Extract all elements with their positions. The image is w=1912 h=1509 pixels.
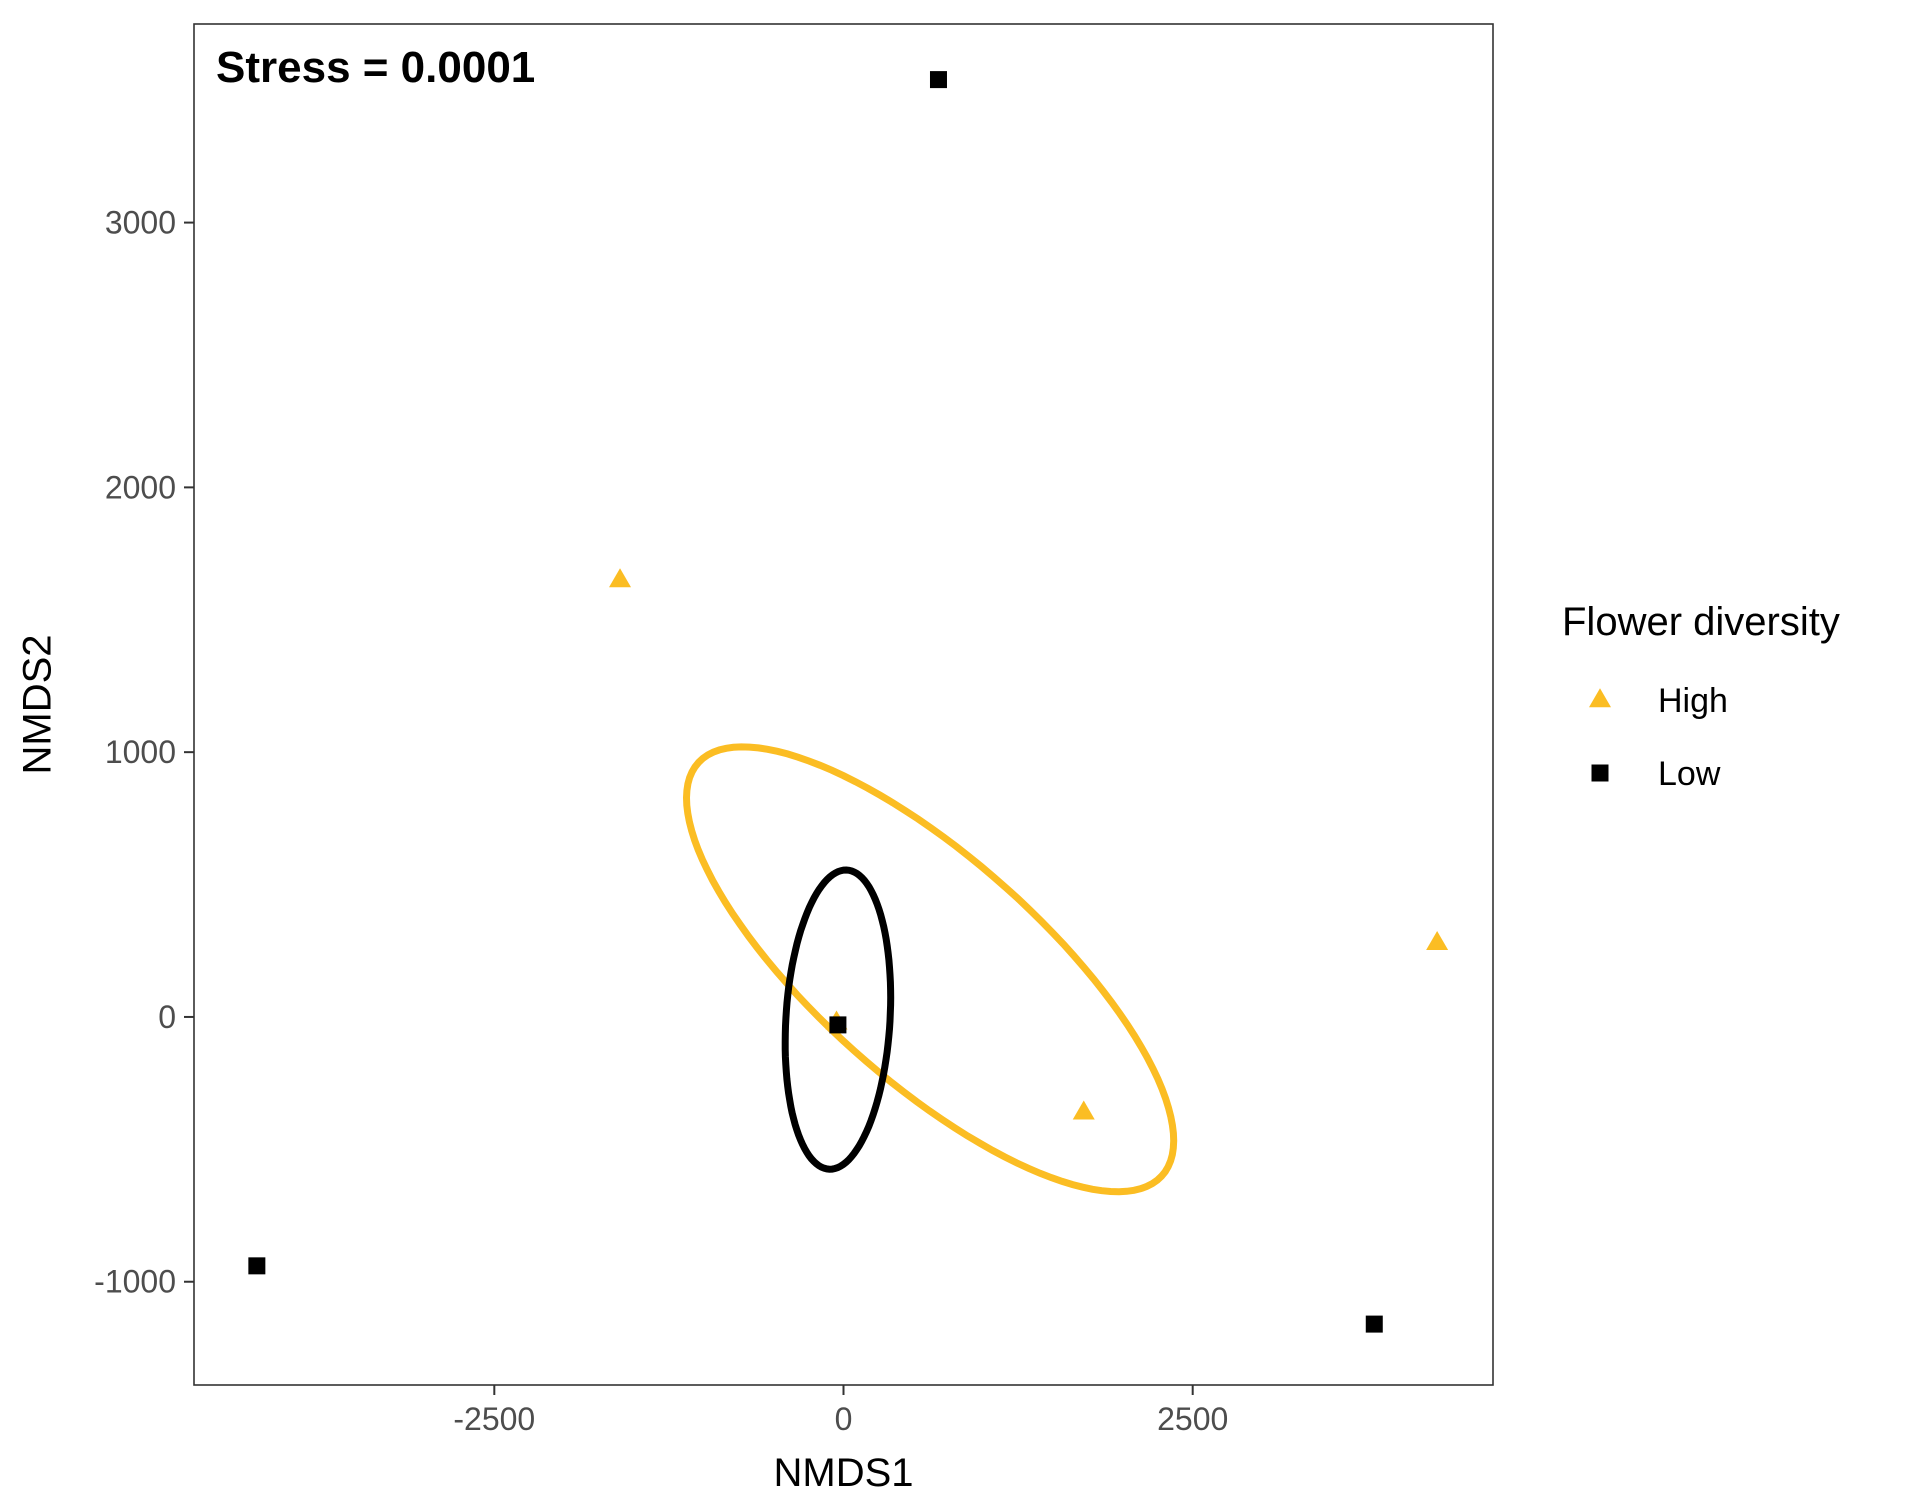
point-low-3 [248,1257,266,1275]
y-tick-label: 1000 [105,734,176,770]
ellipse-high [682,743,1178,1196]
plot-area [248,71,1449,1333]
y-axis-title: NMDS2 [16,634,60,774]
point-high-4 [1426,931,1449,951]
point-low-4 [1365,1315,1383,1333]
x-tick-label: -2500 [453,1401,535,1437]
legend-key-low [1591,764,1609,782]
stress-annotation: Stress = 0.0001 [216,43,535,92]
legend-key-high [1589,688,1611,708]
point-low-1 [929,71,947,89]
x-axis-title: NMDS1 [773,1451,913,1495]
x-tick-label: 0 [835,1401,853,1437]
y-tick-label: 2000 [105,469,176,505]
legend: Flower diversity High Low [1562,600,1840,793]
ellipse-low [781,866,895,1173]
y-tick-label: 3000 [105,205,176,241]
point-high-1 [609,568,632,588]
y-tick-label: -1000 [94,1264,176,1300]
legend-label-low: Low [1658,755,1721,793]
legend-title: Flower diversity [1562,600,1840,644]
point-low-2 [829,1016,847,1034]
x-tick-label: 2500 [1157,1401,1228,1437]
y-tick-label: 0 [158,999,176,1035]
legend-label-high: High [1658,682,1728,720]
point-high-3 [1072,1100,1095,1120]
axes: -2500 0 2500 -1000 0 1000 2000 3000 [94,205,1228,1437]
